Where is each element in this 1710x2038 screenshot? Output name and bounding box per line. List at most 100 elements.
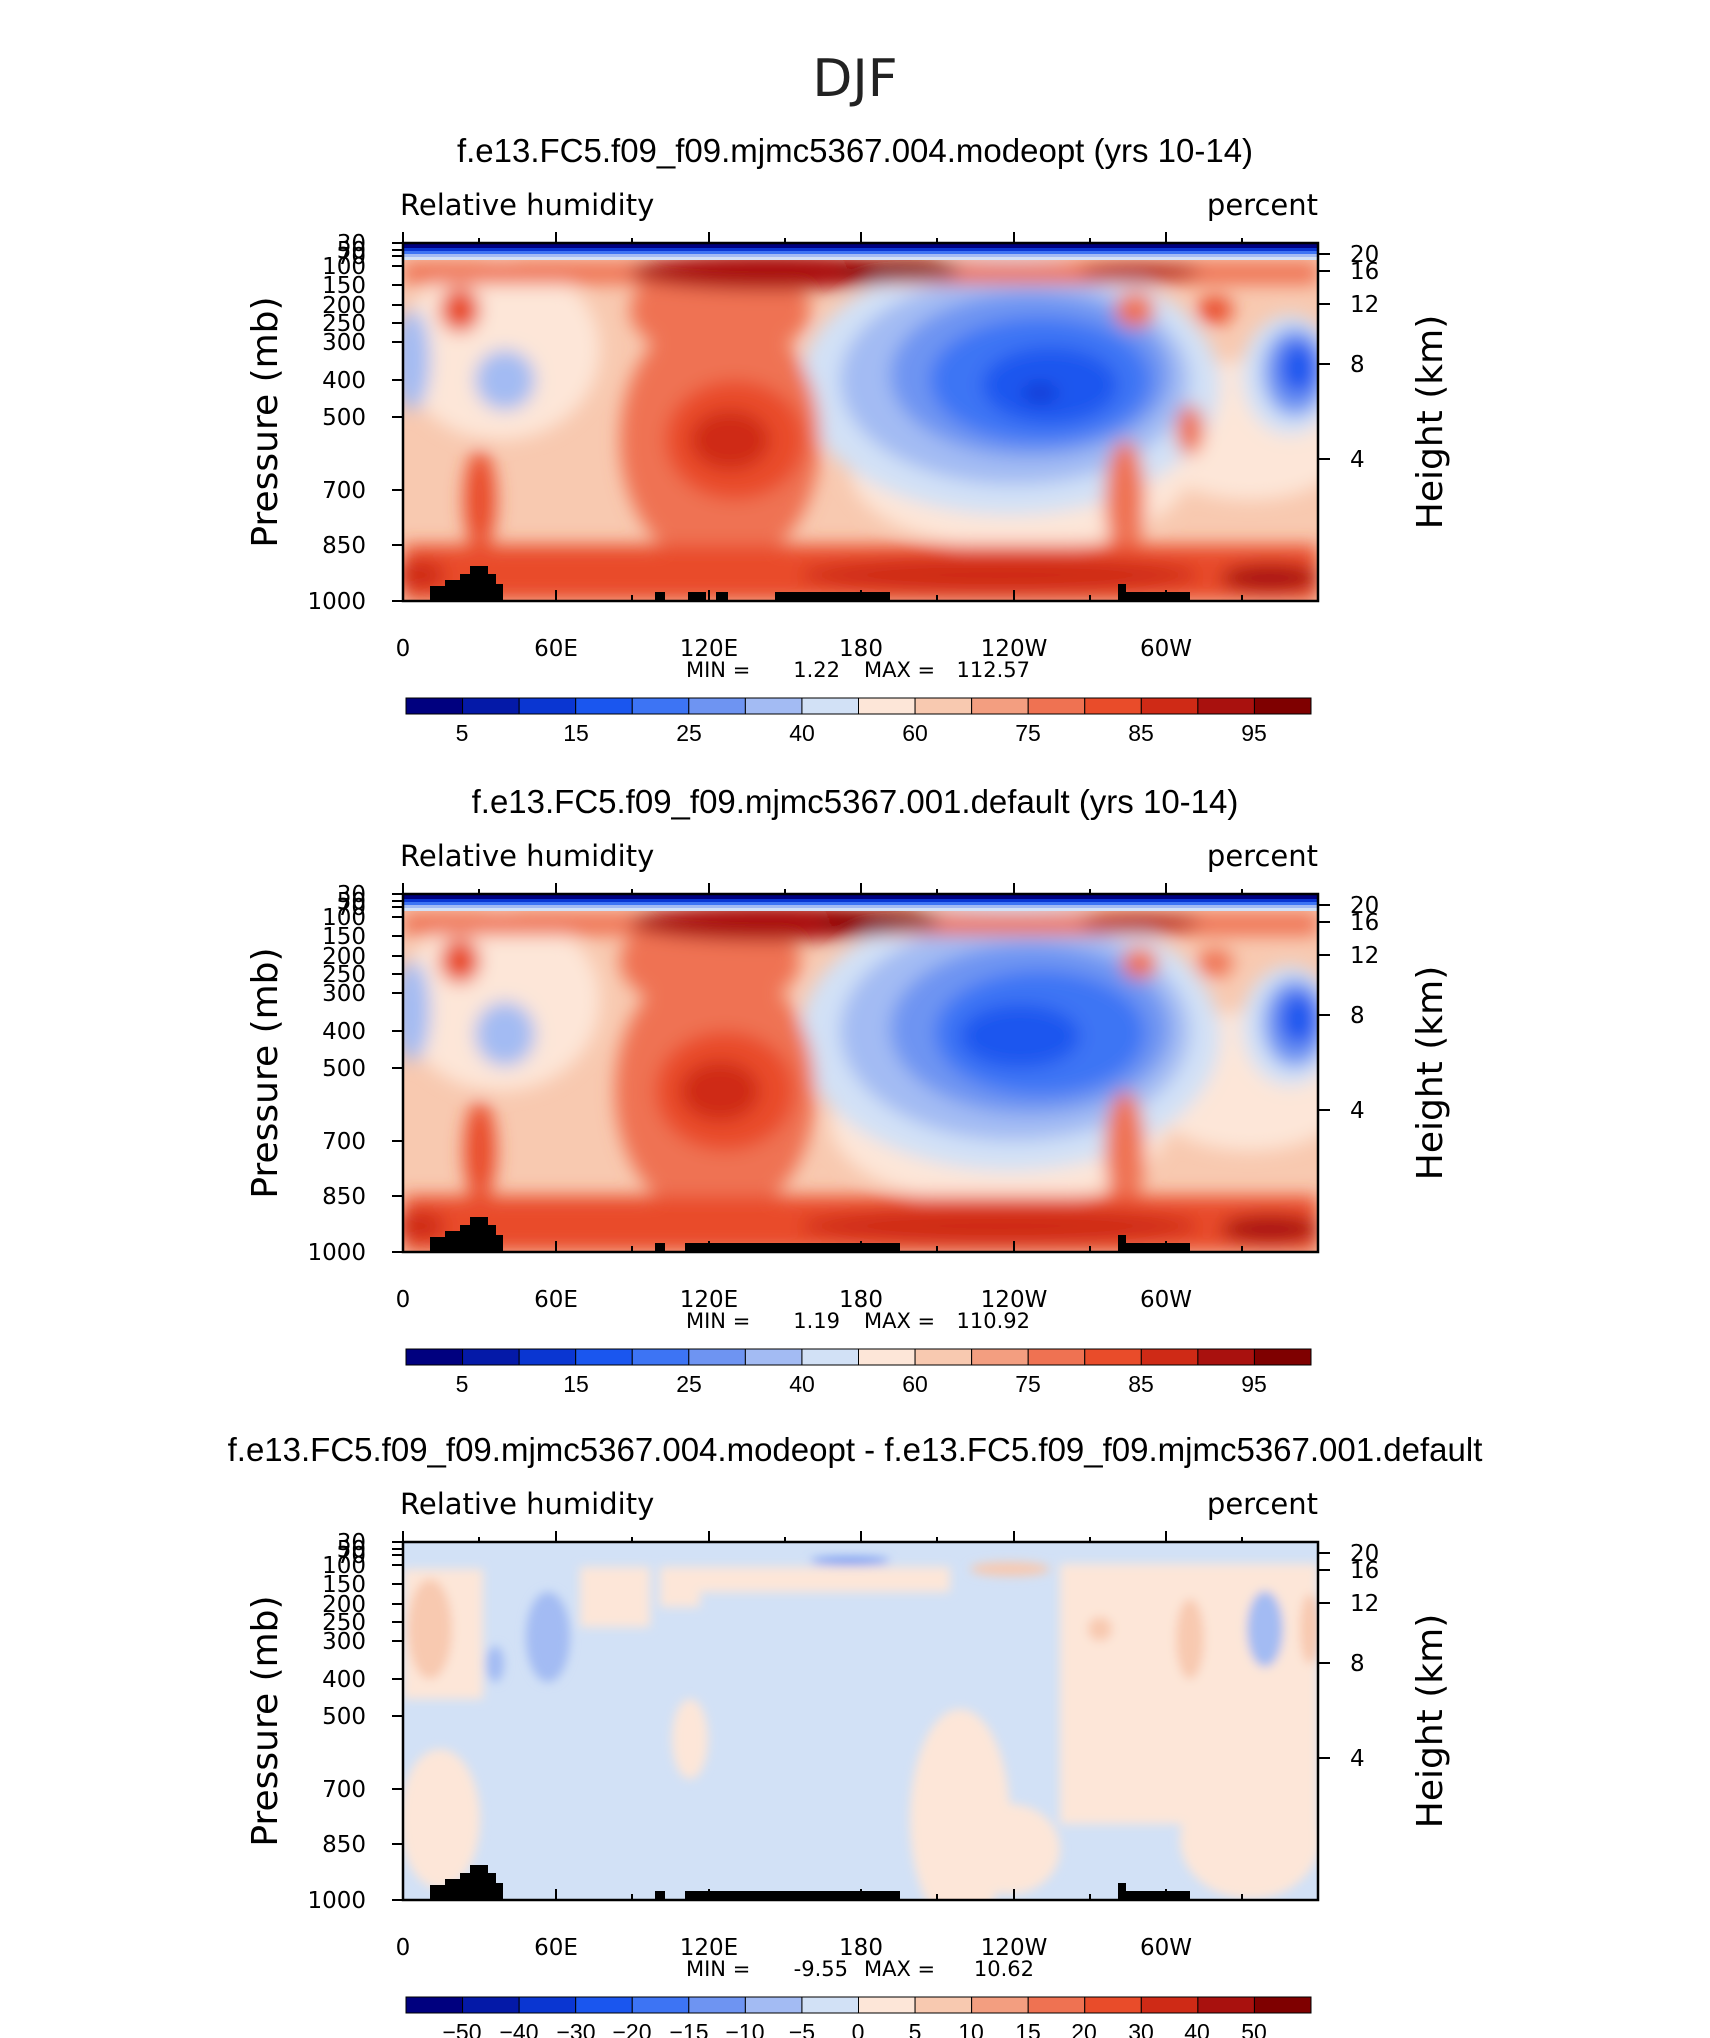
y-tick-label: 1000 xyxy=(307,1888,366,1914)
x-tick-label: 60W xyxy=(1140,1287,1192,1313)
colorbar-swatch xyxy=(405,1348,464,1366)
colorbar-swatch xyxy=(688,697,746,715)
y-tick-label: 850 xyxy=(322,1184,366,1210)
colorbar-swatch xyxy=(744,1996,803,2014)
colorbar-swatch xyxy=(1253,1348,1312,1366)
colorbar-swatch xyxy=(575,697,633,715)
y-tick-label: 250 xyxy=(322,962,366,988)
y-tick-label: 1000 xyxy=(307,1240,366,1266)
height-tick-label: 4 xyxy=(1350,1098,1365,1124)
height-tick-label: 8 xyxy=(1350,352,1365,378)
y-tick-label: 500 xyxy=(322,405,366,431)
colorbar-label: −10 xyxy=(725,2019,764,2038)
y-tick-marks xyxy=(392,242,1330,602)
x-tick-label: 0 xyxy=(396,636,411,662)
colorbar-swatch xyxy=(518,1996,577,2014)
panel-title: f.e13.FC5.f09_f09.mjmc5367.001.default (… xyxy=(472,783,1239,820)
height-tick-label: 20 xyxy=(1350,1541,1379,1567)
x-tick-label: 60E xyxy=(534,636,578,662)
colorbar-label: 85 xyxy=(1128,1371,1154,1397)
x-tick-label: 0 xyxy=(396,1287,411,1313)
colorbar-label: −15 xyxy=(669,2019,708,2038)
min-value: -9.55 xyxy=(794,1957,848,1981)
plot-area: 0 60E 120E 180 120W 60W 30 50 70 100 150… xyxy=(245,882,1451,1333)
panel-title: f.e13.FC5.f09_f09.mjmc5367.004.modeopt -… xyxy=(228,1431,1483,1468)
colorbar-label: 5 xyxy=(456,1371,469,1397)
height-tick-label: 12 xyxy=(1350,943,1379,969)
min-label: MIN = xyxy=(686,1309,750,1333)
colorbar-swatch xyxy=(801,697,859,715)
colorbar-swatch xyxy=(688,1996,746,2014)
units-label: percent xyxy=(1207,1487,1318,1521)
colorbar-swatch xyxy=(405,1996,464,2014)
colorbar-label: −5 xyxy=(789,2019,815,2038)
colorbar-label: 20 xyxy=(1071,2019,1097,2038)
colorbar-swatch xyxy=(631,1996,690,2014)
colorbar-label: 40 xyxy=(789,1371,815,1397)
x-tick-label: 120E xyxy=(680,636,738,662)
height-tick-label: 20 xyxy=(1350,242,1379,268)
y-tick-label: 30 xyxy=(337,231,366,257)
height-tick-label: 8 xyxy=(1350,1651,1365,1677)
colorbar-swatch xyxy=(462,1348,520,1366)
height-tick-label: 8 xyxy=(1350,1003,1365,1029)
y-tick-label: 100 xyxy=(322,1553,366,1579)
y-tick-label: 250 xyxy=(322,1610,366,1636)
colorbar-swatch xyxy=(801,1996,859,2014)
y-tick-label: 850 xyxy=(322,533,366,559)
colorbar-swatch xyxy=(971,697,1029,715)
x-tick-label: 60W xyxy=(1140,1935,1192,1961)
panel-title: f.e13.FC5.f09_f09.mjmc5367.004.modeopt (… xyxy=(457,132,1253,169)
x-tick-label: 60W xyxy=(1140,636,1192,662)
units-label: percent xyxy=(1207,839,1318,873)
colorbar-label: 95 xyxy=(1241,720,1267,746)
max-label: MAX = xyxy=(864,658,935,682)
x-tick-label: 120E xyxy=(680,1935,738,1961)
variable-label: Relative humidity xyxy=(400,188,654,222)
colorbar-swatch xyxy=(518,1348,577,1366)
panel-2: f.e13.FC5.f09_f09.mjmc5367.001.default (… xyxy=(245,783,1451,1397)
topography xyxy=(430,1865,1190,1900)
colorbar-label: 75 xyxy=(1015,1371,1041,1397)
plot-area: 0 60E 120E 180 120W 60W 30 50 70 100 150… xyxy=(245,1530,1451,1981)
plot-area: 0 60E 120E 180 120W 60W 30 50 70 100 150… xyxy=(245,231,1451,682)
y-tick-label: 70 xyxy=(337,895,366,921)
y-axis-label: Pressure (mb) xyxy=(245,1595,286,1846)
min-label: MIN = xyxy=(686,658,750,682)
y-tick-label: 500 xyxy=(322,1704,366,1730)
colorbar-swatch xyxy=(914,1348,973,1366)
colorbar-swatch xyxy=(1027,1996,1086,2014)
colorbar-label: 60 xyxy=(902,1371,928,1397)
y2-axis-label: Height (km) xyxy=(1410,1614,1451,1828)
colorbar-swatch xyxy=(1140,1996,1199,2014)
colorbar: 5 15 25 40 60 75 85 95 xyxy=(405,697,1312,746)
colorbar-swatch xyxy=(1084,1996,1142,2014)
y-tick-label: 250 xyxy=(322,311,366,337)
colorbar-label: 25 xyxy=(676,1371,702,1397)
x-tick-label: 60E xyxy=(534,1935,578,1961)
y-tick-label: 300 xyxy=(322,1629,366,1655)
y2-axis-label: Height (km) xyxy=(1410,966,1451,1180)
min-value: 1.22 xyxy=(793,658,840,682)
y-tick-label: 200 xyxy=(322,293,366,319)
y-tick-label: 400 xyxy=(322,1019,366,1045)
colorbar-label: 40 xyxy=(1184,2019,1210,2038)
height-tick-label: 12 xyxy=(1350,292,1379,318)
panel-3: f.e13.FC5.f09_f09.mjmc5367.004.modeopt -… xyxy=(228,1431,1483,2038)
colorbar-swatch xyxy=(1197,1996,1255,2014)
height-tick-label: 16 xyxy=(1350,259,1379,285)
colorbar-swatch xyxy=(971,1348,1029,1366)
colorbar-label: −20 xyxy=(612,2019,651,2038)
x-tick-marks xyxy=(402,883,1243,1252)
colorbar-swatch xyxy=(1253,1996,1312,2014)
y-tick-label: 500 xyxy=(322,1056,366,1082)
colorbar-label: 25 xyxy=(676,720,702,746)
height-tick-label: 4 xyxy=(1350,447,1365,473)
y-tick-label: 700 xyxy=(322,478,366,504)
y-tick-label: 100 xyxy=(322,254,366,280)
colorbar-label: −50 xyxy=(442,2019,481,2038)
y-tick-label: 300 xyxy=(322,981,366,1007)
panel-1: f.e13.FC5.f09_f09.mjmc5367.004.modeopt (… xyxy=(245,132,1451,746)
y-tick-label: 150 xyxy=(322,1572,366,1598)
